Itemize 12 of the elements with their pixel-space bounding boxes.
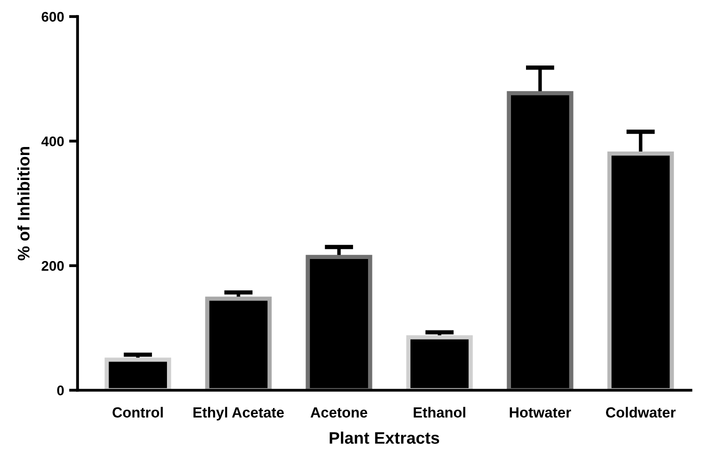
y-tick-label: 600 [42, 12, 64, 22]
y-tick-label: 0 [57, 386, 64, 396]
x-tick-label: Coldwater [606, 406, 676, 418]
y-tick-label: 200 [42, 261, 64, 271]
x-tick-label: Ethanol [414, 406, 466, 418]
x-axis-title: Plant Extracts [330, 432, 440, 444]
x-tick-label: Acetone [310, 407, 368, 418]
x-tick-label: Hotwater [510, 407, 572, 418]
x-tick-label: Control [112, 406, 163, 418]
x-tick-label: Ethyl Acetate [193, 406, 284, 420]
y-tick-label: 400 [41, 136, 64, 146]
y-axis-title: % of Inhibition [17, 147, 30, 260]
